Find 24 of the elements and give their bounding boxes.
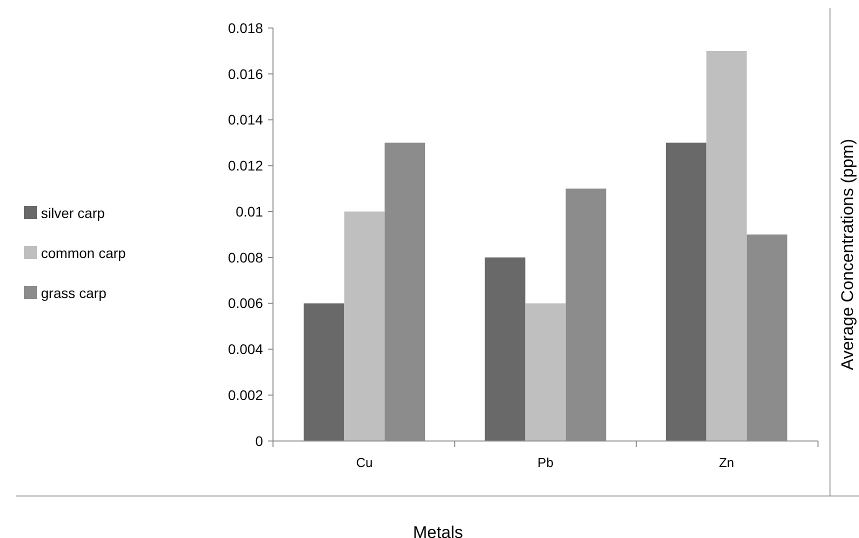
y-tick-label: 0.01 [236,203,264,220]
y-tick-label: 0.002 [228,387,264,404]
x-tick-label: Zn [718,455,734,470]
bar [706,50,747,441]
bar [484,257,526,441]
y-tick-label: 0.018 [228,20,264,36]
legend-label: common carp [41,244,126,261]
y-tick-label: 0.006 [228,295,264,312]
y-tick-label: 0 [255,432,264,449]
bar [666,142,706,441]
y-tick-label: 0.012 [228,158,264,174]
x-axis-title: Metals [412,523,464,538]
y-tick-label: 0.014 [228,112,264,128]
bar [525,303,566,441]
legend-label: grass carp [41,284,107,301]
x-tick-label: Pb [538,455,554,470]
x-tick-label: Cu [356,455,373,470]
y-tick-label: 0.008 [228,249,264,266]
y-tick-label: 0.004 [228,341,264,358]
y-axis-title: Average Concentrations (ppm) [838,138,857,370]
bar [344,212,385,441]
legend-label: silver carp [41,204,106,221]
bar [304,303,344,441]
y-tick-label: 0.016 [228,66,264,82]
